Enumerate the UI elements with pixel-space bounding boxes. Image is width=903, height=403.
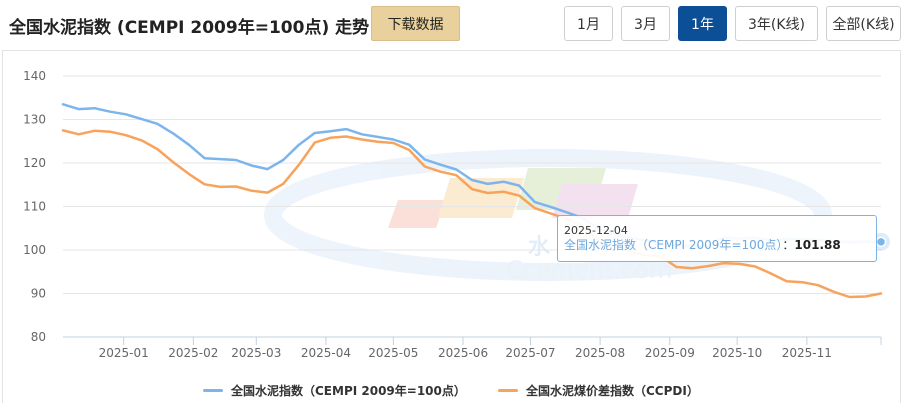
chart-frame xyxy=(2,50,901,403)
tooltip-series-name: 全国水泥指数（CEMPI 2009年=100点） xyxy=(564,238,783,252)
x-tick-label: 2025-01 xyxy=(99,346,149,360)
legend-item-ccpdi[interactable]: 全国水泥煤价差指数（CCPDI） xyxy=(498,381,699,399)
x-tick-label: 2025-09 xyxy=(645,346,695,360)
download-data-button[interactable]: 下载数据 xyxy=(371,6,460,41)
legend-label-cempi: 全国水泥指数（CEMPI 2009年=100点） xyxy=(231,383,466,398)
x-tick-label: 2025-06 xyxy=(438,346,488,360)
legend-label-ccpdi: 全国水泥煤价差指数（CCPDI） xyxy=(526,383,699,398)
y-tick-label: 140 xyxy=(23,69,46,83)
tooltip-value: 101.88 xyxy=(794,238,841,252)
legend-swatch-cempi xyxy=(203,388,223,392)
legend-item-cempi[interactable]: 全国水泥指数（CEMPI 2009年=100点） xyxy=(203,381,466,399)
watermark-brand: 水 xyxy=(528,235,551,260)
tooltip-date: 2025-12-04 xyxy=(564,224,628,237)
x-tick-label: 2025-04 xyxy=(301,346,351,360)
hover-marker-point[interactable] xyxy=(875,236,887,248)
x-tick-label: 2025-10 xyxy=(712,346,762,360)
x-tick-label: 2025-07 xyxy=(505,346,555,360)
tooltip-separator: ： xyxy=(782,238,795,252)
y-tick-label: 90 xyxy=(31,287,46,301)
data-tooltip: 2025-12-04 全国水泥指数（CEMPI 2009年=100点）：101.… xyxy=(557,215,877,262)
y-tick-label: 120 xyxy=(23,156,46,170)
range-1-year-button[interactable]: 1年 xyxy=(678,6,727,41)
range-3-months-button[interactable]: 3月 xyxy=(621,6,670,41)
x-tick-label: 2025-08 xyxy=(575,346,625,360)
x-tick-label: 2025-05 xyxy=(368,346,418,360)
range-1-month-button[interactable]: 1月 xyxy=(564,6,613,41)
x-tick-label: 2025-11 xyxy=(782,346,832,360)
y-tick-label: 110 xyxy=(23,200,46,214)
series-line-ccpdi[interactable] xyxy=(61,129,883,299)
y-tick-label: 80 xyxy=(31,330,46,344)
page-title: 全国水泥指数 (CEMPI 2009年=100点) 走势 xyxy=(9,18,370,38)
legend-swatch-ccpdi xyxy=(498,388,518,392)
range-all-kline-button[interactable]: 全部(K线) xyxy=(826,6,901,41)
y-tick-label: 130 xyxy=(23,113,46,127)
x-tick-label: 2025-03 xyxy=(231,346,281,360)
range-3-years-kline-button[interactable]: 3年(K线) xyxy=(735,6,818,41)
x-tick-label: 2025-02 xyxy=(168,346,218,360)
y-tick-label: 100 xyxy=(23,243,46,257)
